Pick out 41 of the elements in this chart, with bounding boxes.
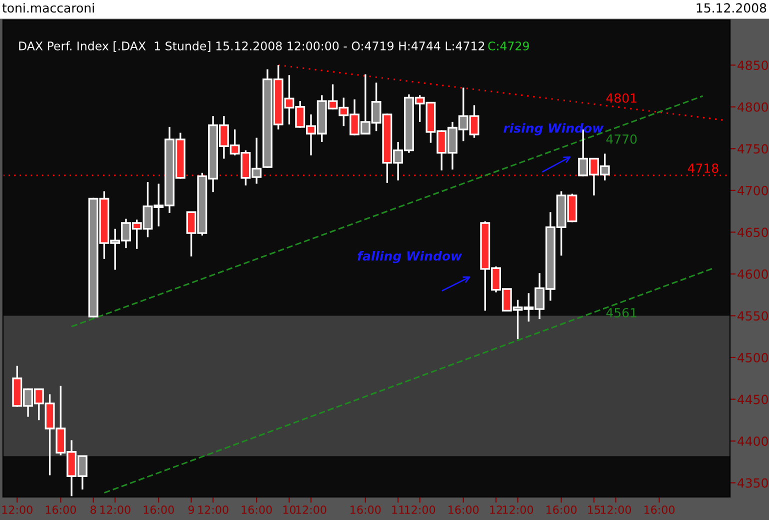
annotation: falling Window (358, 250, 462, 264)
x-tick-label: 16:00 (46, 506, 76, 514)
x-tick-label: 15 (588, 506, 600, 514)
x-tick-label: 12:00 (2, 506, 32, 514)
text: toni.maccaroni (2, 2, 94, 13)
ref-line-label: 4718 (688, 164, 718, 173)
x-tick-label: 12:00 (100, 506, 130, 514)
x-tick-label: 12:00 (296, 506, 326, 514)
annotation: 4801 (606, 93, 636, 103)
x-tick-label: 16:00 (546, 506, 577, 514)
y-tick-label: 4450 (738, 394, 768, 404)
y-tick-label: 4700 (738, 186, 768, 196)
x-tick-label: 12 (490, 506, 502, 514)
y-tick-label: 4400 (738, 436, 768, 446)
x-tick-label: 16:00 (644, 506, 675, 514)
y-tick-label: 4750 (738, 144, 768, 154)
text: 15.12.2008 (696, 3, 766, 13)
x-tick-label: 16:00 (242, 506, 272, 514)
x-tick-label: 10 (283, 506, 296, 514)
y-tick-label: 4550 (738, 311, 768, 321)
x-tick-label: 12:00 (405, 506, 436, 514)
y-tick-label: 4800 (738, 102, 768, 112)
x-tick-label: 9 (188, 506, 194, 514)
x-tick-label: 16:00 (448, 506, 479, 514)
x-tick-label: 8 (90, 506, 96, 514)
annotation: rising Window (504, 123, 604, 136)
text: C:4729 (488, 41, 529, 50)
x-tick-label: 16:00 (144, 506, 174, 514)
y-tick-label: 4350 (738, 478, 768, 488)
y-tick-label: 4600 (738, 269, 768, 279)
text: DAX Perf. Index [.DAX 1 Stunde] 15.12.2008 12:00:00 - O:4719 H:4744 L:4712 (19, 41, 484, 52)
annotation: 4561 (606, 308, 636, 318)
x-tick-label: 12:00 (600, 506, 631, 514)
annotation: 4770 (606, 134, 637, 144)
y-tick-label: 4650 (738, 228, 768, 238)
x-tick-label: 11 (392, 506, 404, 514)
y-tick-label: 4850 (738, 60, 768, 70)
y-tick-label: 4500 (738, 352, 768, 362)
x-tick-label: 16:00 (350, 506, 381, 514)
x-tick-label: 12:00 (198, 506, 228, 514)
x-tick-label: 12:00 (502, 506, 534, 514)
